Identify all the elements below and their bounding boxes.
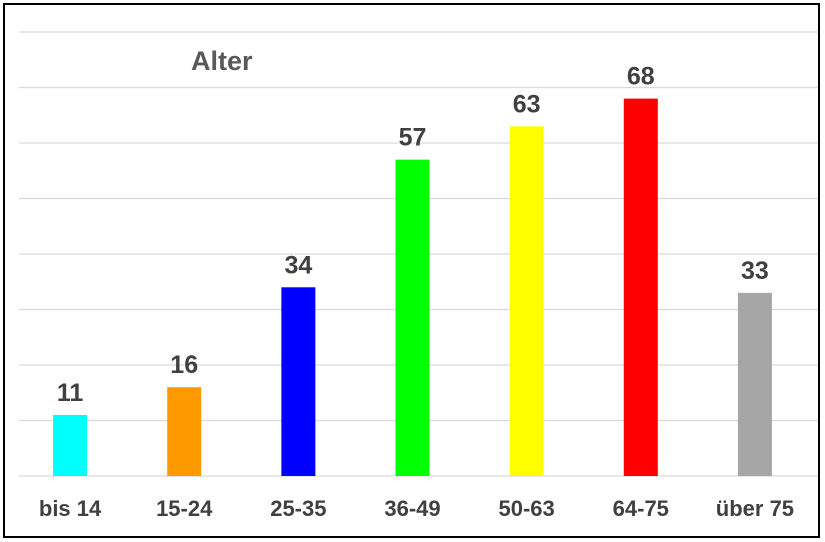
- bar-25-35: [281, 287, 316, 476]
- x-tick-label: 50-63: [499, 496, 555, 521]
- value-label: 57: [399, 124, 427, 152]
- x-tick-label: über 75: [716, 496, 794, 521]
- x-tick-labels: bis 14 15-24 25-35 36-49 50-63 64-75 über 75: [39, 496, 794, 521]
- value-label: 68: [627, 63, 655, 91]
- value-label: 11: [57, 379, 84, 407]
- bar-über-75: [737, 292, 772, 476]
- x-tick-label: 15-24: [156, 496, 213, 521]
- x-tick-label: 64-75: [613, 496, 669, 521]
- x-tick-label: 25-35: [270, 496, 326, 521]
- bar-bis-14: [53, 414, 88, 476]
- value-labels: 11 16 34 57 63 68 33: [57, 63, 769, 407]
- bar-15-24: [167, 387, 202, 476]
- value-label: 16: [170, 351, 198, 379]
- chart-title: Alter: [191, 46, 253, 76]
- value-label: 33: [741, 257, 769, 285]
- bar-64-75: [623, 98, 658, 476]
- x-tick-label: bis 14: [39, 496, 102, 521]
- chart-frame: 11 16 34 57 63 68 33 bis 14 15-24 25-35 36-49 50-6…: [3, 3, 820, 538]
- x-tick-label: 36-49: [384, 496, 440, 521]
- value-label: 63: [513, 90, 541, 118]
- bar-36-49: [395, 159, 430, 476]
- bar-chart: 11 16 34 57 63 68 33 bis 14 15-24 25-35 36-49 50-6…: [19, 31, 818, 521]
- bars: [53, 98, 772, 476]
- bar-50-63: [509, 126, 544, 476]
- value-label: 34: [284, 251, 312, 279]
